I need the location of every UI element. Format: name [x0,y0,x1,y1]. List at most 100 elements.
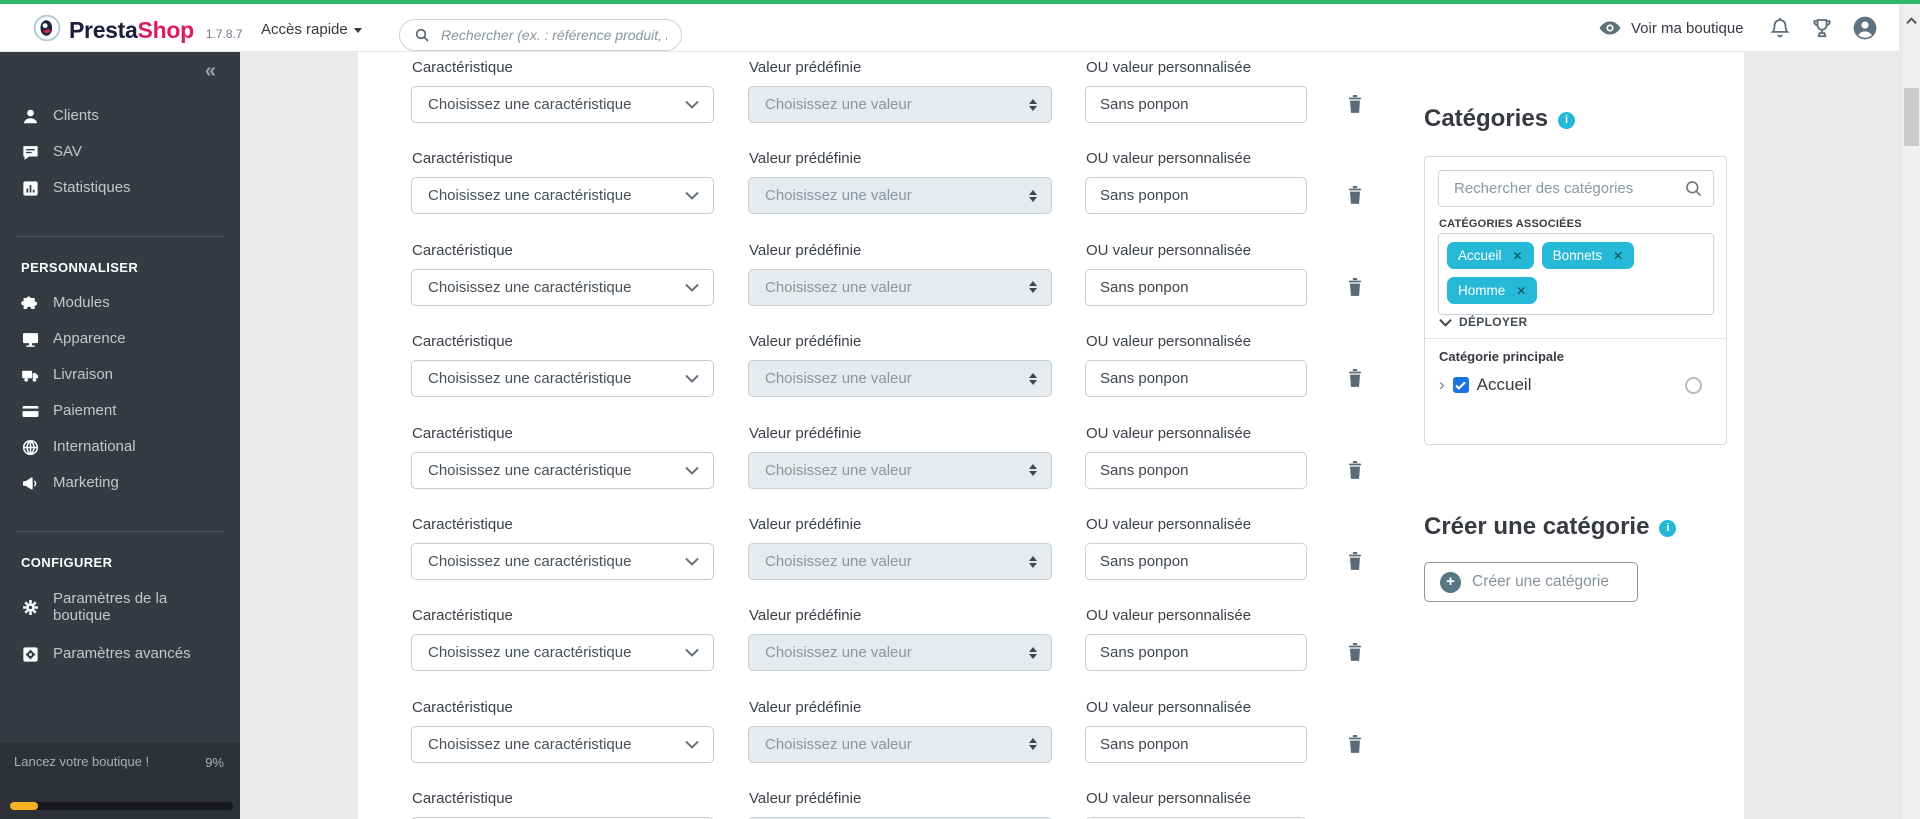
sidebar-item-paiement[interactable]: Paiement [0,393,240,429]
delete-row-button[interactable] [1344,184,1366,208]
expand-tree-toggle[interactable]: DÉPLOYER [1439,315,1527,329]
predefined-value-label: Valeur prédéfinie [749,241,862,259]
custom-value-input[interactable] [1085,86,1307,123]
bell-icon[interactable] [1768,16,1792,40]
predefined-value-select[interactable]: Choisissez une valeur [748,268,1052,306]
chevron-down-icon [685,466,699,475]
feature-row: Caractéristique Choisissez une caractéri… [411,333,1391,401]
remove-tag-icon[interactable]: ✕ [1512,248,1523,263]
predefined-value-select[interactable]: Choisissez une valeur [748,543,1052,580]
category-search-input[interactable] [1452,179,1684,198]
create-category-title: Créer une catégorie i [1424,513,1677,541]
custom-value-input[interactable] [1085,177,1307,215]
info-icon[interactable]: i [1558,111,1576,129]
custom-value-input[interactable] [1085,360,1307,398]
sidebar-item-modules[interactable]: Modules [0,285,240,321]
predefined-value-select[interactable]: Choisissez une valeur [748,451,1052,489]
divider [1425,338,1726,339]
feature-select[interactable]: Choisissez une caractéristique [411,86,714,123]
feature-label: Caractéristique [412,698,513,716]
chevron-down-icon [685,740,699,749]
view-my-shop-link[interactable]: Voir ma boutique [1598,4,1744,52]
sidebar-item-label: Paramètres de la boutique [53,589,168,624]
predefined-value-select[interactable]: Choisissez une valeur [748,86,1052,123]
chevron-down-icon [685,374,699,384]
sidebar-item-label: SAV [53,143,82,161]
feature-select[interactable]: Choisissez une caractéristique [411,360,714,398]
advanced-gear-icon [21,645,40,664]
category-tree-label[interactable]: Accueil [1476,375,1532,394]
prestashop-logo-icon [33,14,61,47]
sidebar-item-marketing[interactable]: Marketing [0,465,240,501]
custom-value-input[interactable] [1085,543,1307,580]
associated-categories-box: Accueil ✕ Bonnets ✕ Homme ✕ [1438,233,1714,315]
page-scrollbar[interactable] [1903,4,1920,819]
feature-label: Caractéristique [412,790,513,808]
sidebar-item-apparence[interactable]: Apparence [0,321,240,357]
feature-select[interactable]: Choisissez une caractéristique [411,543,714,580]
delete-row-button[interactable] [1344,367,1366,391]
sidebar-item-clients[interactable]: Clients [0,98,240,134]
delete-row-button[interactable] [1344,93,1366,117]
custom-value-input[interactable] [1085,634,1307,672]
sidebar-item-parametres-de-la-boutique[interactable]: Paramètres de la boutique [0,580,240,634]
chat-icon [21,143,40,162]
sidebar-item-parametres-avances[interactable]: Paramètres avancés [0,634,240,674]
category-search [1438,170,1714,207]
sidebar-item-international[interactable]: International [0,429,240,465]
info-icon[interactable]: i [1659,519,1677,537]
category-tag-label: Homme [1458,283,1506,298]
launch-shop-panel[interactable]: Lancez votre boutique ! 9% [0,743,240,819]
delete-row-button[interactable] [1344,550,1366,574]
scrollbar-up-arrow[interactable] [1906,12,1917,30]
chevron-down-icon [353,27,362,33]
launch-shop-percent: 9% [205,755,224,770]
updown-arrows-icon [1029,738,1037,751]
version-label: 1.7.8.7 [205,26,243,41]
custom-value-input[interactable] [1085,451,1307,489]
custom-value-input[interactable] [1085,268,1307,306]
sidebar-collapse-button[interactable]: « [204,60,216,82]
feature-select[interactable]: Choisissez une caractéristique [411,177,714,215]
search-icon [414,27,430,43]
gear-icon [21,598,40,617]
predefined-value-select[interactable]: Choisissez une valeur [748,634,1052,672]
main-category-radio[interactable] [1685,376,1702,394]
avatar-icon[interactable] [1852,15,1877,40]
main-category-label: Catégorie principale [1439,349,1564,364]
delete-row-button[interactable] [1344,733,1366,757]
feature-select[interactable]: Choisissez une caractéristique [411,268,714,306]
chevron-down-icon [1439,318,1452,327]
updown-arrows-icon [1029,372,1037,385]
sidebar-section-header: CONFIGURER [21,555,113,570]
sidebar-item-label: Clients [53,107,99,125]
predefined-value-select[interactable]: Choisissez une valeur [748,177,1052,215]
feature-select[interactable]: Choisissez une caractéristique [411,451,714,489]
remove-tag-icon[interactable]: ✕ [1613,248,1624,263]
delete-row-button[interactable] [1344,641,1366,665]
chevron-right-icon[interactable]: › [1439,374,1445,394]
quick-access-dropdown[interactable]: Accès rapide [261,21,362,38]
category-checkbox[interactable] [1452,377,1469,393]
delete-row-button[interactable] [1344,276,1366,300]
create-category-button[interactable]: + Créer une catégorie [1424,562,1638,602]
feature-row: Caractéristique Choisissez une caractéri… [411,150,1391,218]
custom-value-input[interactable] [1085,725,1307,763]
feature-select[interactable]: Choisissez une caractéristique [411,725,714,763]
predefined-value-select[interactable]: Choisissez une valeur [748,360,1052,398]
megaphone-icon [21,474,40,493]
trophy-icon[interactable] [1810,16,1834,40]
predefined-value-label: Valeur prédéfinie [749,698,862,716]
feature-select[interactable]: Choisissez une caractéristique [411,634,714,672]
predefined-value-select[interactable]: Choisissez une valeur [748,725,1052,763]
person-icon [21,107,40,126]
scrollbar-thumb[interactable] [1904,88,1919,146]
sidebar-item-statistiques[interactable]: Statistiques [0,170,240,206]
delete-row-button[interactable] [1344,459,1366,483]
sidebar-item-sav[interactable]: SAV [0,134,240,170]
prestashop-logo[interactable]: PrestaShop 1.7.8.7 [33,14,243,47]
category-tag: Accueil ✕ [1447,242,1534,269]
sidebar-item-livraison[interactable]: Livraison [0,357,240,393]
global-search-input[interactable] [439,26,669,44]
remove-tag-icon[interactable]: ✕ [1516,283,1527,298]
